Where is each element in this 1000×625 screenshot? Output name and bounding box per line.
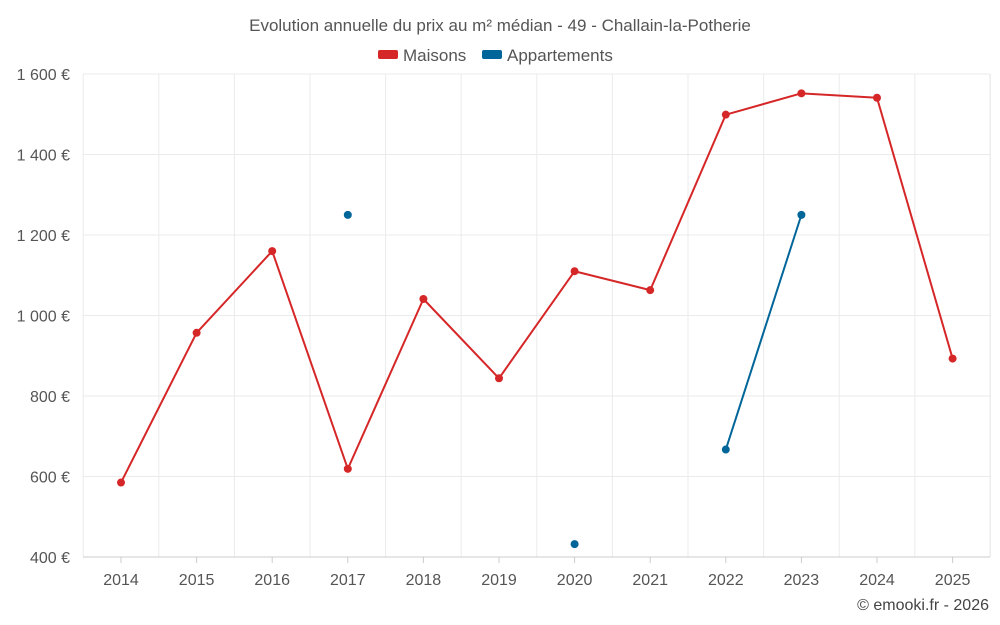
legend-swatch-appartements (482, 50, 502, 59)
x-tick-label: 2018 (406, 572, 442, 589)
x-tick-label: 2023 (784, 572, 820, 589)
series-line-segment-maisons (876, 96, 954, 360)
data-point-maisons-2015[interactable] (192, 328, 201, 337)
series-line-segment-maisons (120, 331, 198, 484)
series-line-segment-maisons (649, 113, 727, 292)
x-tick-label: 2025 (935, 572, 971, 589)
axes: 400 € 600 € 800 € 1 000 € 1 200 € 1 400 € 1 60… (17, 67, 990, 589)
y-tick-label: 1 200 € (17, 228, 70, 245)
x-tick-label: 2020 (557, 572, 593, 589)
x-tick-label: 2016 (254, 572, 290, 589)
data-point-maisons-2022[interactable] (721, 110, 730, 119)
y-tick-label: 800 € (30, 389, 70, 406)
series-line-segment-maisons (195, 250, 274, 334)
data-point-maisons-2020[interactable] (570, 267, 579, 276)
y-tick-label: 1 600 € (17, 67, 70, 84)
series-maisons (117, 89, 957, 487)
series-appartements (343, 210, 806, 549)
data-point-appartements-2023[interactable] (797, 210, 806, 219)
legend-label-maisons: Maisons (403, 46, 466, 65)
series-line-segment-maisons (271, 250, 349, 470)
data-point-appartements-2017[interactable] (343, 210, 352, 219)
data-point-maisons-2018[interactable] (419, 294, 428, 303)
legend: Maisons Appartements (378, 46, 613, 65)
data-point-maisons-2023[interactable] (797, 89, 806, 98)
x-tick-label: 2014 (103, 572, 139, 589)
data-point-maisons-2024[interactable] (873, 93, 881, 102)
x-tick-label: 2017 (330, 572, 366, 589)
series (117, 89, 957, 549)
series-line-segment-appartements (724, 213, 803, 451)
grid (82, 73, 991, 557)
y-tick-label: 400 € (30, 550, 70, 567)
data-point-maisons-2021[interactable] (646, 286, 655, 295)
data-point-maisons-2014[interactable] (117, 478, 125, 487)
data-point-maisons-2017[interactable] (343, 464, 352, 473)
legend-label-appartements: Appartements (507, 46, 613, 65)
data-point-appartements-2020[interactable] (570, 540, 579, 549)
series-line-segment-maisons (573, 270, 652, 292)
data-point-maisons-2016[interactable] (268, 247, 277, 256)
series-line-segment-maisons (498, 270, 576, 380)
series-line-segment-maisons (724, 92, 803, 116)
chart-title: Evolution annuelle du prix au m² médian … (249, 16, 751, 35)
y-tick-label: 1 000 € (17, 309, 70, 326)
legend-item-appartements[interactable]: Appartements (482, 46, 613, 65)
legend-item-maisons[interactable]: Maisons (378, 46, 466, 65)
series-line-segment-maisons (800, 92, 878, 99)
y-tick-label: 1 400 € (17, 148, 70, 165)
series-line-segment-maisons (422, 297, 500, 380)
x-tick-label: 2015 (179, 572, 215, 589)
x-tick-label: 2021 (632, 572, 668, 589)
credit-text: © emooki.fr - 2026 (857, 597, 989, 614)
data-point-appartements-2022[interactable] (721, 445, 730, 454)
x-tick-label: 2022 (708, 572, 744, 589)
legend-swatch-maisons (378, 50, 398, 59)
y-tick-label: 600 € (30, 470, 70, 487)
data-point-maisons-2019[interactable] (495, 374, 503, 383)
series-line-segment-maisons (346, 297, 425, 470)
x-tick-label: 2019 (481, 572, 517, 589)
x-tick-label: 2024 (859, 572, 895, 589)
data-point-maisons-2025[interactable] (948, 354, 957, 363)
